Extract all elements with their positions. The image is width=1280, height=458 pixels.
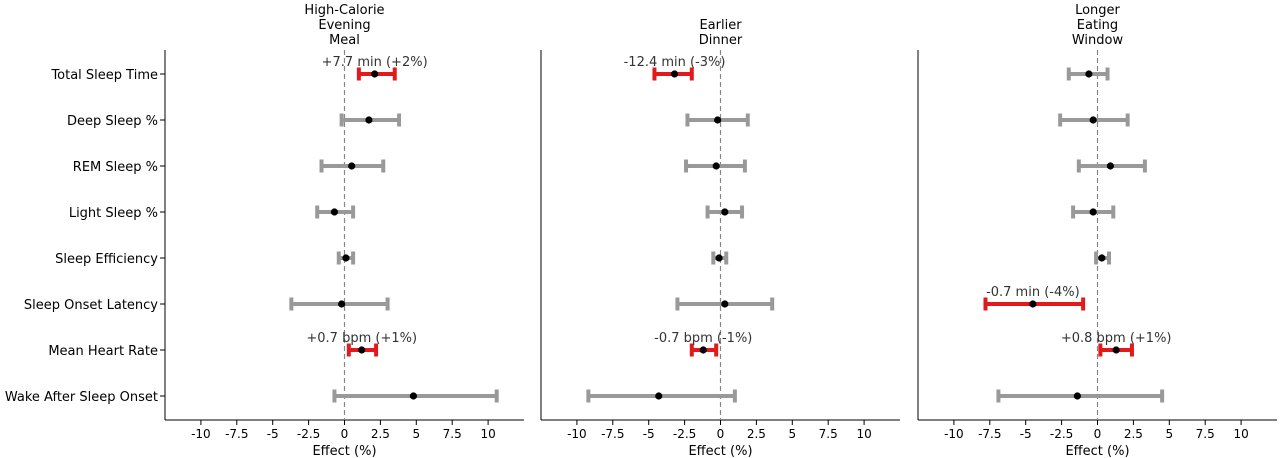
x-tick-label: 0 <box>717 427 725 441</box>
effect-annotation: -0.7 min (-4%) <box>986 285 1080 300</box>
row-label: Total Sleep Time <box>50 68 158 83</box>
x-tick-label: -7.5 <box>225 427 248 441</box>
x-tick-label: 10 <box>856 427 871 441</box>
x-tick-label: -5 <box>1020 427 1032 441</box>
x-tick-label: -2.5 <box>297 427 320 441</box>
x-tick-label: 10 <box>480 427 495 441</box>
point-estimate <box>338 300 345 307</box>
point-estimate <box>1098 254 1105 261</box>
x-tick-label: -10 <box>567 427 587 441</box>
row-label: REM Sleep % <box>73 160 158 175</box>
panel-title: Evening <box>318 18 370 33</box>
panel-title: Meal <box>329 33 360 48</box>
x-tick-label: -7.5 <box>601 427 624 441</box>
x-tick-label: 2.5 <box>747 427 766 441</box>
point-estimate <box>721 300 728 307</box>
effect-annotation: -0.7 bpm (-1%) <box>654 331 752 346</box>
point-estimate <box>371 70 378 77</box>
row-label: Sleep Efficiency <box>55 252 158 267</box>
point-estimate <box>671 70 678 77</box>
point-estimate <box>342 254 349 261</box>
point-estimate <box>1113 346 1120 353</box>
point-estimate <box>331 208 338 215</box>
point-estimate <box>655 392 662 399</box>
x-tick-label: 2.5 <box>371 427 390 441</box>
x-tick-label: -5 <box>267 427 279 441</box>
x-axis-label: Effect (%) <box>312 444 376 458</box>
x-tick-label: -10 <box>944 427 964 441</box>
point-estimate <box>1029 300 1036 307</box>
point-estimate <box>715 254 722 261</box>
x-tick-label: 7.5 <box>443 427 462 441</box>
panel-title: Dinner <box>699 33 743 48</box>
point-estimate <box>1090 208 1097 215</box>
row-label: Mean Heart Rate <box>48 344 158 359</box>
effect-annotation: -12.4 min (-3%) <box>624 55 726 70</box>
row-label: Light Sleep % <box>69 206 158 221</box>
x-tick-label: -2.5 <box>1050 427 1073 441</box>
x-tick-label: 7.5 <box>819 427 838 441</box>
panel-title: Longer <box>1075 3 1120 18</box>
x-tick-label: 7.5 <box>1196 427 1215 441</box>
x-tick-label: 2.5 <box>1124 427 1143 441</box>
panel-title: Eating <box>1077 18 1118 33</box>
x-tick-label: 5 <box>412 427 420 441</box>
effect-annotation: +0.8 bpm (+1%) <box>1061 331 1172 346</box>
effect-annotation: +0.7 bpm (+1%) <box>306 331 417 346</box>
point-estimate <box>700 346 707 353</box>
row-label: Deep Sleep % <box>67 114 158 129</box>
x-tick-label: -2.5 <box>673 427 696 441</box>
row-label: Sleep Onset Latency <box>24 298 158 313</box>
panel-title: Earlier <box>699 18 742 33</box>
x-tick-label: 5 <box>788 427 796 441</box>
point-estimate <box>365 116 372 123</box>
panel-title: High-Calorie <box>304 3 384 18</box>
point-estimate <box>348 162 355 169</box>
x-tick-label: 0 <box>1094 427 1102 441</box>
x-tick-label: -7.5 <box>978 427 1001 441</box>
point-estimate <box>1090 116 1097 123</box>
x-axis-label: Effect (%) <box>688 444 752 458</box>
x-tick-label: -5 <box>643 427 655 441</box>
point-estimate <box>721 208 728 215</box>
point-estimate <box>1085 70 1092 77</box>
point-estimate <box>1107 162 1114 169</box>
point-estimate <box>713 162 720 169</box>
point-estimate <box>1074 392 1081 399</box>
point-estimate <box>714 116 721 123</box>
point-estimate <box>410 392 417 399</box>
x-tick-label: 10 <box>1233 427 1248 441</box>
x-tick-label: 5 <box>1165 427 1173 441</box>
x-tick-label: 0 <box>341 427 349 441</box>
x-tick-label: -10 <box>191 427 211 441</box>
x-axis-label: Effect (%) <box>1065 444 1129 458</box>
point-estimate <box>358 346 365 353</box>
effect-annotation: +7.7 min (+2%) <box>322 55 428 70</box>
row-label: Wake After Sleep Onset <box>5 390 158 405</box>
panel-title: Window <box>1072 33 1124 48</box>
